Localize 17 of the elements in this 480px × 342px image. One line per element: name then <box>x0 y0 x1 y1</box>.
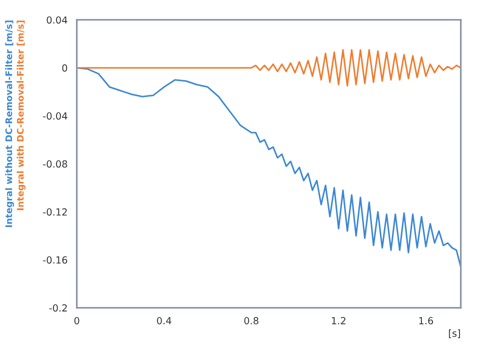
y-tick-label: -0.08 <box>43 160 68 168</box>
x-tick-label: 0.8 <box>244 317 258 324</box>
y-tick-label: -0.16 <box>43 256 68 264</box>
y-tick-label: -0.12 <box>43 208 67 216</box>
y-tick-label: -0.2 <box>49 304 67 312</box>
x-axis-title: [s] <box>448 329 460 338</box>
x-tick-label: 1.6 <box>419 317 434 324</box>
line-series <box>76 67 461 268</box>
x-tick-label: 0.4 <box>156 317 172 324</box>
y-tick-label: 0 <box>62 64 68 72</box>
x-tick-label: 0 <box>74 317 80 324</box>
text: Integral with DC-Removal-Filter [m/s] <box>16 20 26 210</box>
y-tick-label: 0.04 <box>46 16 68 24</box>
line-series <box>76 49 461 87</box>
text: Integral without DC-Removal-Filter [m/s] <box>5 20 14 228</box>
y-tick-label: -0.04 <box>43 112 68 120</box>
x-tick-label: 1.2 <box>332 317 346 324</box>
